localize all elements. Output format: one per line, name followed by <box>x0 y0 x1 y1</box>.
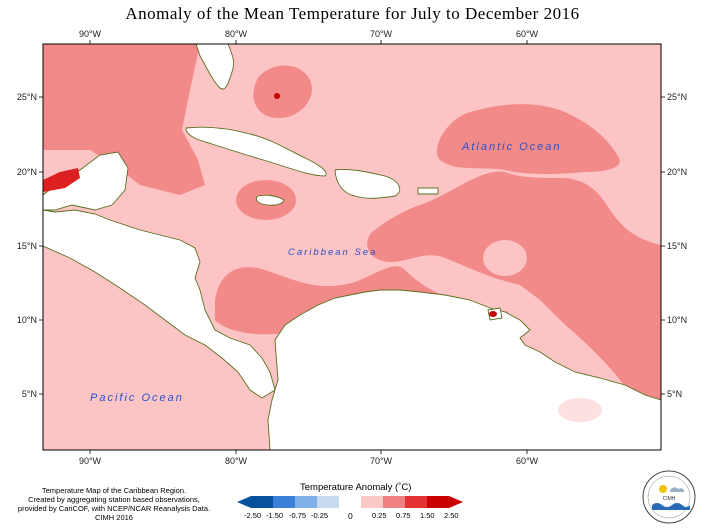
legend-label-7: 0.75 <box>396 511 411 520</box>
legend-label-8: 1.50 <box>420 511 435 520</box>
legend-arrow-high <box>449 496 463 508</box>
legend-arrow-low <box>237 496 251 508</box>
lat-label-right-20: 20°N <box>667 167 687 177</box>
lon-label-top-80: 80°W <box>225 29 248 39</box>
map-title: Anomaly of the Mean Temperature for July… <box>125 4 580 23</box>
lat-label-left-20: 20°N <box>17 167 37 177</box>
legend-bin-6 <box>361 496 383 508</box>
lat-label-right-25: 25°N <box>667 92 687 102</box>
land-hispaniola <box>334 169 401 199</box>
legend-label-4: -0.25 <box>311 511 329 520</box>
land-florida <box>195 44 235 90</box>
legend-bin-4 <box>317 496 339 508</box>
legend-label-9: 2.50 <box>444 511 459 520</box>
lon-label-bottom-60: 60°W <box>516 456 539 466</box>
legend-label-2: -1.50 <box>266 511 284 520</box>
legend-colorbar <box>237 496 463 508</box>
sun-icon <box>659 485 667 493</box>
lat-label-left-25: 25°N <box>17 92 37 102</box>
legend-bin-2 <box>273 496 295 508</box>
lon-label-bottom-70: 70°W <box>370 456 393 466</box>
anomaly-zone-bahamas <box>253 65 312 119</box>
legend-bin-7 <box>383 496 405 508</box>
lon-tick-marks <box>89 40 528 454</box>
lat-label-left-10: 10°N <box>17 315 37 325</box>
lat-label-left-5: 5°N <box>22 389 37 399</box>
legend-bin-9 <box>427 496 449 508</box>
lat-label-left-15: 15°N <box>17 241 37 251</box>
land-jamaica <box>255 194 285 206</box>
anomaly-low-guianas <box>558 398 602 422</box>
map-frame <box>42 43 662 451</box>
legend-label-3: -0.75 <box>289 511 307 520</box>
credit-line-3: provided by CariCOF, with NCEP/NCAR Rean… <box>17 504 211 513</box>
lon-label-top-60: 60°W <box>516 29 539 39</box>
anomaly-zone-lesser-antilles <box>483 240 527 276</box>
anomaly-hotspot-trinidad <box>489 311 497 317</box>
label-pacific-ocean: Pacific Ocean <box>90 392 184 404</box>
credit-line-2: Created by aggregating station based obs… <box>28 495 200 504</box>
legend-label-1: -2.50 <box>244 511 262 520</box>
cloud-icon <box>670 487 685 492</box>
waves-icon <box>652 503 690 510</box>
land-central-america <box>43 209 276 399</box>
legend-bin-5 <box>339 496 361 508</box>
legend-bin-8 <box>405 496 427 508</box>
map-credits: Temperature Map of the Caribbean Region.… <box>14 486 214 522</box>
legend-title: Temperature Anomaly (˚C) <box>300 482 412 493</box>
logo-text: CIMH <box>663 496 676 502</box>
legend-bin-3 <box>295 496 317 508</box>
label-atlantic-ocean: Atlantic Ocean <box>461 141 562 153</box>
label-caribbean-sea: Caribbean Sea <box>288 247 377 258</box>
anomaly-hotspot-bahamas <box>274 93 280 99</box>
lon-label-bottom-80: 80°W <box>225 456 248 466</box>
anomaly-zone-gulf <box>43 44 205 195</box>
land-yucatan <box>43 151 129 211</box>
lon-label-top-70: 70°W <box>370 29 393 39</box>
lon-label-bottom-90: 90°W <box>79 456 102 466</box>
lat-tick-marks <box>39 96 665 395</box>
land-puerto-rico <box>417 187 439 195</box>
credit-line-1: Temperature Map of the Caribbean Region. <box>41 486 187 495</box>
lat-label-right-15: 15°N <box>667 241 687 251</box>
lat-label-right-5: 5°N <box>667 389 682 399</box>
credit-line-4: CIMH 2016 <box>95 513 133 522</box>
legend-label-6: 0.25 <box>372 511 387 520</box>
land-cuba <box>185 126 327 177</box>
lon-label-top-90: 90°W <box>79 29 102 39</box>
anomaly-hotspot-yucatan <box>43 168 80 192</box>
lat-label-right-10: 10°N <box>667 315 687 325</box>
cimh-logo: CIMH <box>642 470 696 524</box>
legend-bin-1 <box>251 496 273 508</box>
legend-label-5: 0 <box>348 511 353 521</box>
